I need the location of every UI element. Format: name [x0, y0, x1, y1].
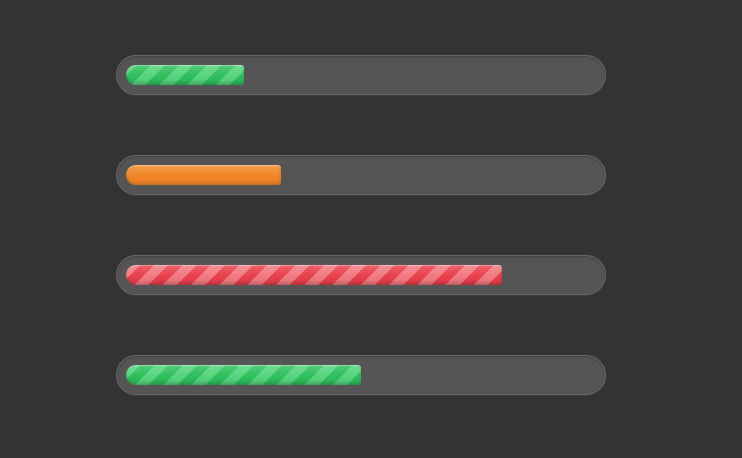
progress-fill-1 [126, 65, 244, 85]
progress-bar-2 [116, 155, 606, 195]
progress-bar-3 [116, 255, 606, 295]
progress-fill-4 [126, 365, 361, 385]
progress-fill-3 [126, 265, 502, 285]
progress-fill-2 [126, 165, 282, 185]
progress-bar-4 [116, 355, 606, 395]
progress-bar-1 [116, 55, 606, 95]
